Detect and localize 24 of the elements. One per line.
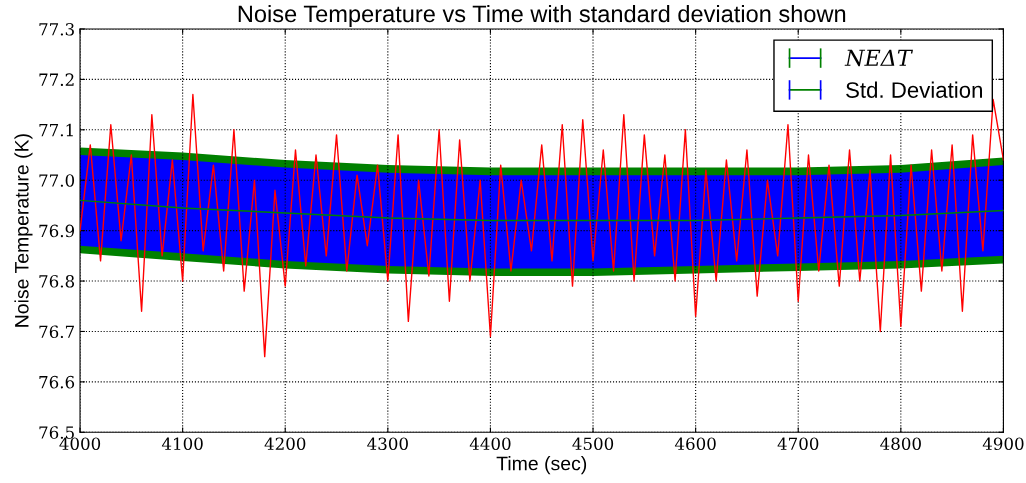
- x-axis-title: Time (sec): [496, 456, 587, 475]
- x-tick-label: 4300: [367, 437, 408, 451]
- x-tick-label: 4600: [674, 437, 716, 451]
- y-tick-label: 77.3: [39, 22, 74, 36]
- x-tick-label: 4700: [777, 437, 819, 451]
- x-tick-label: 4500: [572, 437, 614, 451]
- y-tick-label: 77.2: [39, 73, 74, 86]
- chart-title: Noise Temperature vs Time with standard deviation shown: [238, 4, 846, 27]
- y-tick-label: 76.7: [39, 325, 74, 339]
- legend-label: Std. Deviation: [846, 81, 982, 98]
- y-tick-label: 77.0: [39, 174, 75, 187]
- legend-label: NEΔT: [844, 49, 913, 67]
- x-tick-label: 4800: [880, 437, 921, 451]
- x-tick-label: 4200: [264, 437, 306, 451]
- x-tick-label: 4000: [59, 437, 101, 451]
- y-tick-label: 76.6: [39, 375, 75, 389]
- x-tick-label: 4900: [982, 437, 1024, 451]
- y-tick-label: 76.5: [39, 426, 74, 439]
- y-axis-title: Noise Temperature (K): [14, 134, 33, 327]
- y-tick-label: 77.1: [39, 123, 73, 137]
- y-tick-label: 76.8: [39, 275, 75, 288]
- x-tick-label: 4400: [469, 437, 511, 451]
- y-tick-label: 76.9: [39, 224, 75, 238]
- x-tick-label: 4100: [161, 437, 203, 451]
